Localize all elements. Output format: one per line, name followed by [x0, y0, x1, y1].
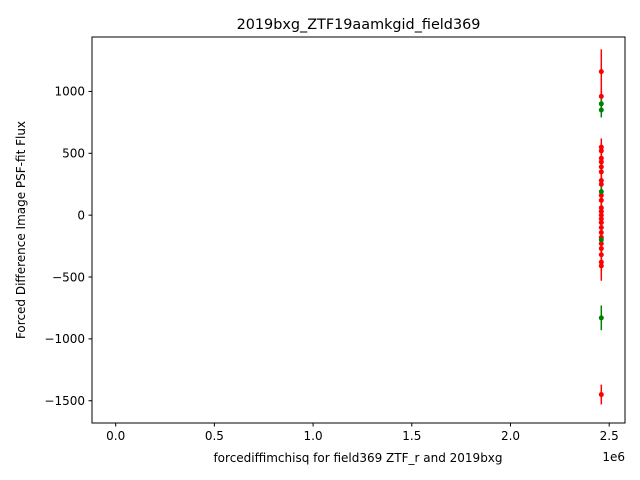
- y-tick-label: −1000: [44, 332, 85, 346]
- data-point: [598, 263, 604, 269]
- chart-title: 2019bxg_ZTF19aamkgid_field369: [237, 17, 481, 33]
- x-tick-label: 2.0: [501, 429, 520, 443]
- y-axis-label: Forced Difference Image PSF-fit Flux: [14, 121, 28, 339]
- y-tick-label: −500: [52, 270, 85, 284]
- data-points: [598, 69, 604, 398]
- data-point: [598, 164, 604, 170]
- y-tick-label: 1000: [54, 85, 85, 99]
- data-point: [598, 69, 604, 75]
- data-point: [598, 192, 604, 198]
- x-axis: 0.0 0.5 1.0 1.5 2.0 2.5: [106, 423, 619, 443]
- data-point: [598, 178, 604, 184]
- data-point: [598, 241, 604, 247]
- data-point: [598, 208, 604, 214]
- y-axis: −1500 −1000 −500 0 500 1000: [44, 85, 92, 408]
- data-point: [598, 392, 604, 398]
- data-point: [598, 252, 604, 258]
- data-point: [598, 220, 604, 226]
- data-point: [598, 197, 604, 203]
- x-tick-label: 0.0: [106, 429, 125, 443]
- data-point: [598, 144, 604, 150]
- y-tick-label: 500: [62, 147, 85, 161]
- data-point: [598, 181, 604, 187]
- x-tick-label: 1.5: [402, 429, 421, 443]
- data-point: [598, 237, 604, 243]
- data-point: [598, 212, 604, 218]
- x-tick-label: 1.0: [304, 429, 323, 443]
- data-point: [598, 259, 604, 265]
- data-point: [598, 169, 604, 175]
- data-point: [598, 155, 604, 161]
- data-point: [598, 107, 604, 113]
- data-point: [598, 205, 604, 211]
- data-point: [598, 93, 604, 99]
- data-point: [598, 148, 604, 154]
- x-tick-label: 0.5: [205, 429, 224, 443]
- data-point: [598, 225, 604, 231]
- data-point: [598, 189, 604, 195]
- y-tick-label: 0: [77, 208, 85, 222]
- x-axis-label: forcediffimchisq for field369 ZTF_r and …: [213, 451, 502, 465]
- axes-frame: [91, 36, 626, 424]
- x-axis-offset-label: 1e6: [602, 450, 625, 464]
- x-tick-label: 2.5: [600, 429, 619, 443]
- data-point: [598, 159, 604, 165]
- data-point: [598, 216, 604, 222]
- data-point: [598, 246, 604, 252]
- data-point: [598, 229, 604, 235]
- data-point: [598, 101, 604, 107]
- y-tick-label: −1500: [44, 394, 85, 408]
- data-point: [598, 315, 604, 321]
